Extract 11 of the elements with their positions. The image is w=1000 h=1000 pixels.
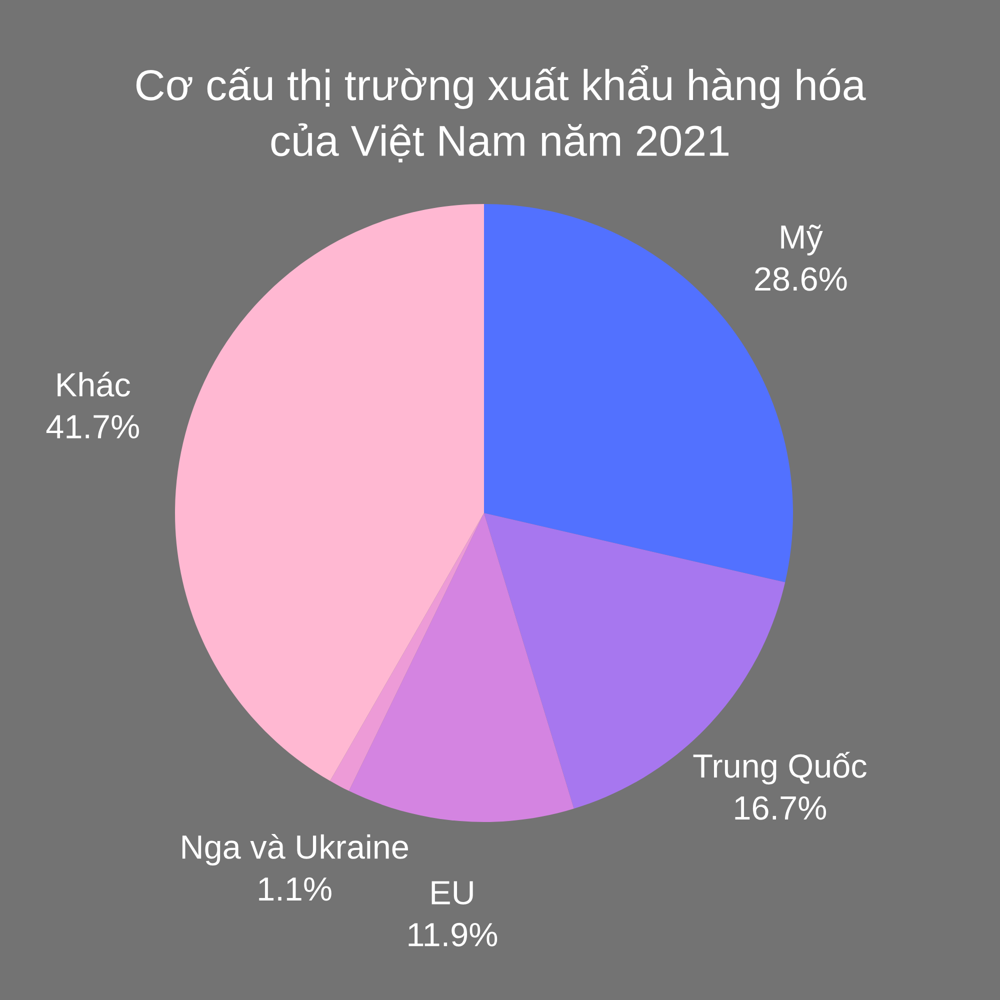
data-label: 11.9%	[408, 922, 498, 946]
slice-label: Nga và Ukraine	[182, 834, 408, 866]
slice-label: EU	[432, 881, 473, 905]
slice-label: Mỹ	[781, 224, 823, 256]
data-label: 1.1%	[259, 877, 332, 901]
slice-label: Trung Quốc	[693, 752, 866, 784]
chart-title: Cơ cấu thị trường xuất khẩu hàng hóa của Việt Nam năm 2021	[136, 65, 866, 162]
data-label: 16.7%	[735, 796, 826, 820]
data-label: 28.6%	[755, 267, 847, 291]
slice-label: Khác	[58, 372, 130, 397]
data-label: 41.7%	[46, 415, 139, 438]
